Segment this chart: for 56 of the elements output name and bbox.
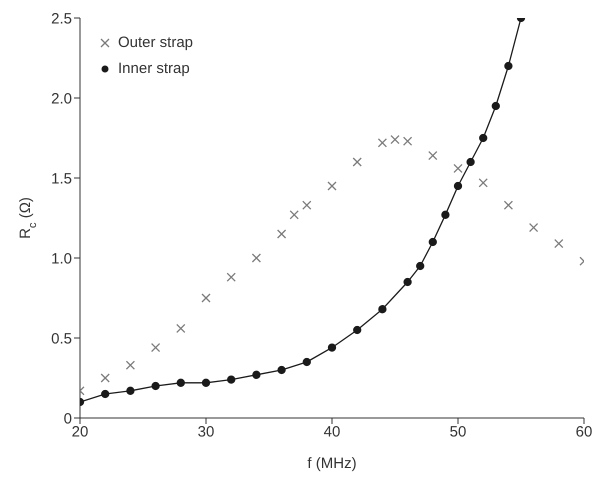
point — [201, 293, 211, 303]
point — [378, 138, 388, 148]
x-tick-label: 60 — [576, 424, 592, 441]
x-tick-label: 20 — [72, 424, 88, 441]
point — [277, 366, 286, 374]
point — [302, 358, 311, 366]
point — [428, 238, 437, 246]
point — [302, 200, 312, 210]
point — [441, 210, 450, 219]
point — [151, 382, 160, 390]
point — [252, 370, 261, 379]
point — [402, 136, 412, 146]
x-tick-label: 30 — [198, 424, 214, 441]
point — [504, 200, 514, 210]
point — [478, 178, 488, 188]
x-axis-title: f (MHz) — [307, 455, 357, 472]
point — [454, 182, 462, 190]
point — [390, 134, 400, 144]
y-tick-label: 1.0 — [51, 250, 72, 268]
point — [227, 375, 236, 384]
point — [378, 305, 387, 314]
point — [150, 342, 160, 352]
point — [176, 378, 185, 387]
point — [328, 343, 336, 352]
x-tick-label: 40 — [324, 424, 340, 441]
point — [352, 157, 362, 167]
point — [528, 222, 538, 232]
point — [126, 386, 135, 395]
point — [202, 378, 210, 387]
point — [100, 373, 110, 383]
x-tick-label: 50 — [450, 424, 466, 441]
point — [479, 134, 488, 142]
point — [101, 390, 110, 398]
point — [492, 102, 500, 110]
y-tick-label: 1.5 — [51, 170, 72, 188]
point — [276, 229, 286, 239]
legend-label: Outer strap — [118, 33, 194, 53]
point — [504, 62, 513, 70]
legend-label: Inner strap — [118, 59, 190, 79]
y-tick-label: 2.5 — [51, 10, 72, 28]
y-tick-label: 0.5 — [51, 330, 72, 348]
point — [416, 262, 424, 270]
point — [453, 164, 463, 174]
point — [428, 150, 438, 160]
y-tick-label: 0 — [64, 410, 72, 428]
point — [353, 326, 362, 334]
point — [466, 158, 475, 166]
point — [126, 360, 136, 370]
point — [554, 238, 564, 248]
y-tick-label: 2.0 — [51, 90, 72, 108]
point — [176, 324, 186, 334]
point — [403, 278, 412, 286]
point — [226, 272, 236, 282]
point — [290, 210, 299, 220]
point — [327, 181, 337, 191]
point — [252, 253, 262, 263]
